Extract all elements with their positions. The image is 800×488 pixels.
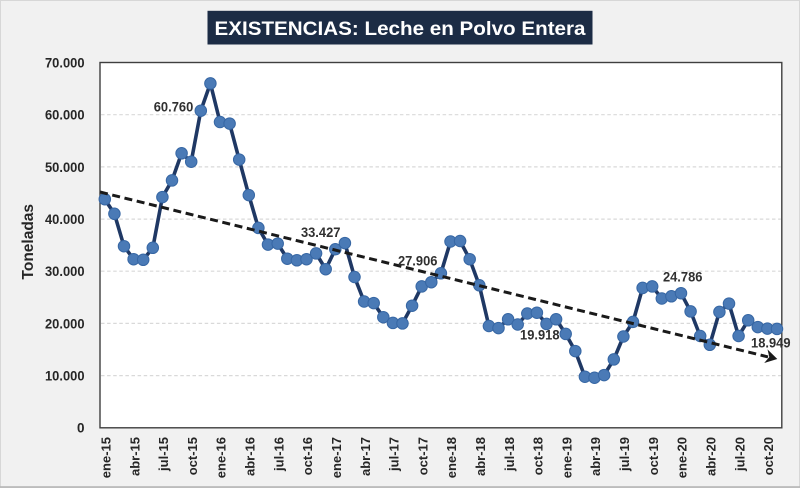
svg-text:jul-15: jul-15 (156, 437, 171, 472)
svg-text:ene-15: ene-15 (99, 437, 114, 478)
svg-text:ene-20: ene-20 (675, 437, 690, 478)
svg-text:19.918: 19.918 (520, 328, 560, 343)
svg-text:ene-17: ene-17 (329, 437, 344, 478)
svg-text:oct-20: oct-20 (761, 437, 776, 475)
svg-text:oct-19: oct-19 (646, 437, 661, 475)
svg-text:60.000: 60.000 (45, 108, 85, 123)
svg-text:70.000: 70.000 (45, 55, 85, 70)
svg-text:abr-18: abr-18 (473, 437, 488, 476)
svg-text:0: 0 (77, 421, 85, 436)
svg-text:30.000: 30.000 (45, 264, 85, 279)
svg-text:ene-16: ene-16 (214, 437, 229, 478)
svg-text:27.906: 27.906 (398, 254, 438, 269)
svg-text:50.000: 50.000 (45, 160, 85, 175)
svg-text:40.000: 40.000 (45, 212, 85, 227)
svg-text:oct-15: oct-15 (185, 437, 200, 475)
svg-text:20.000: 20.000 (45, 316, 85, 331)
svg-text:60.760: 60.760 (154, 99, 194, 114)
svg-text:jul-18: jul-18 (502, 437, 517, 472)
svg-text:oct-16: oct-16 (300, 437, 315, 475)
svg-text:24.786: 24.786 (663, 270, 703, 285)
svg-text:jul-19: jul-19 (617, 437, 632, 472)
svg-text:abr-19: abr-19 (588, 437, 603, 476)
svg-text:18.949: 18.949 (751, 335, 791, 350)
svg-text:jul-17: jul-17 (387, 437, 402, 472)
svg-text:ene-18: ene-18 (444, 437, 459, 478)
svg-text:ene-19: ene-19 (559, 437, 574, 478)
svg-text:oct-18: oct-18 (531, 437, 546, 475)
svg-text:abr-17: abr-17 (358, 437, 373, 476)
svg-text:abr-20: abr-20 (704, 437, 719, 476)
svg-text:oct-17: oct-17 (415, 437, 430, 475)
svg-text:jul-20: jul-20 (732, 437, 747, 472)
svg-text:Toneladas: Toneladas (20, 204, 37, 280)
svg-text:jul-16: jul-16 (271, 437, 286, 472)
svg-text:EXISTENCIAS: Leche en Polvo En: EXISTENCIAS: Leche en Polvo Entera (215, 19, 586, 40)
svg-text:abr-15: abr-15 (127, 437, 142, 476)
svg-text:10.000: 10.000 (45, 369, 85, 384)
svg-text:33.427: 33.427 (301, 225, 341, 240)
svg-text:abr-16: abr-16 (243, 437, 258, 476)
